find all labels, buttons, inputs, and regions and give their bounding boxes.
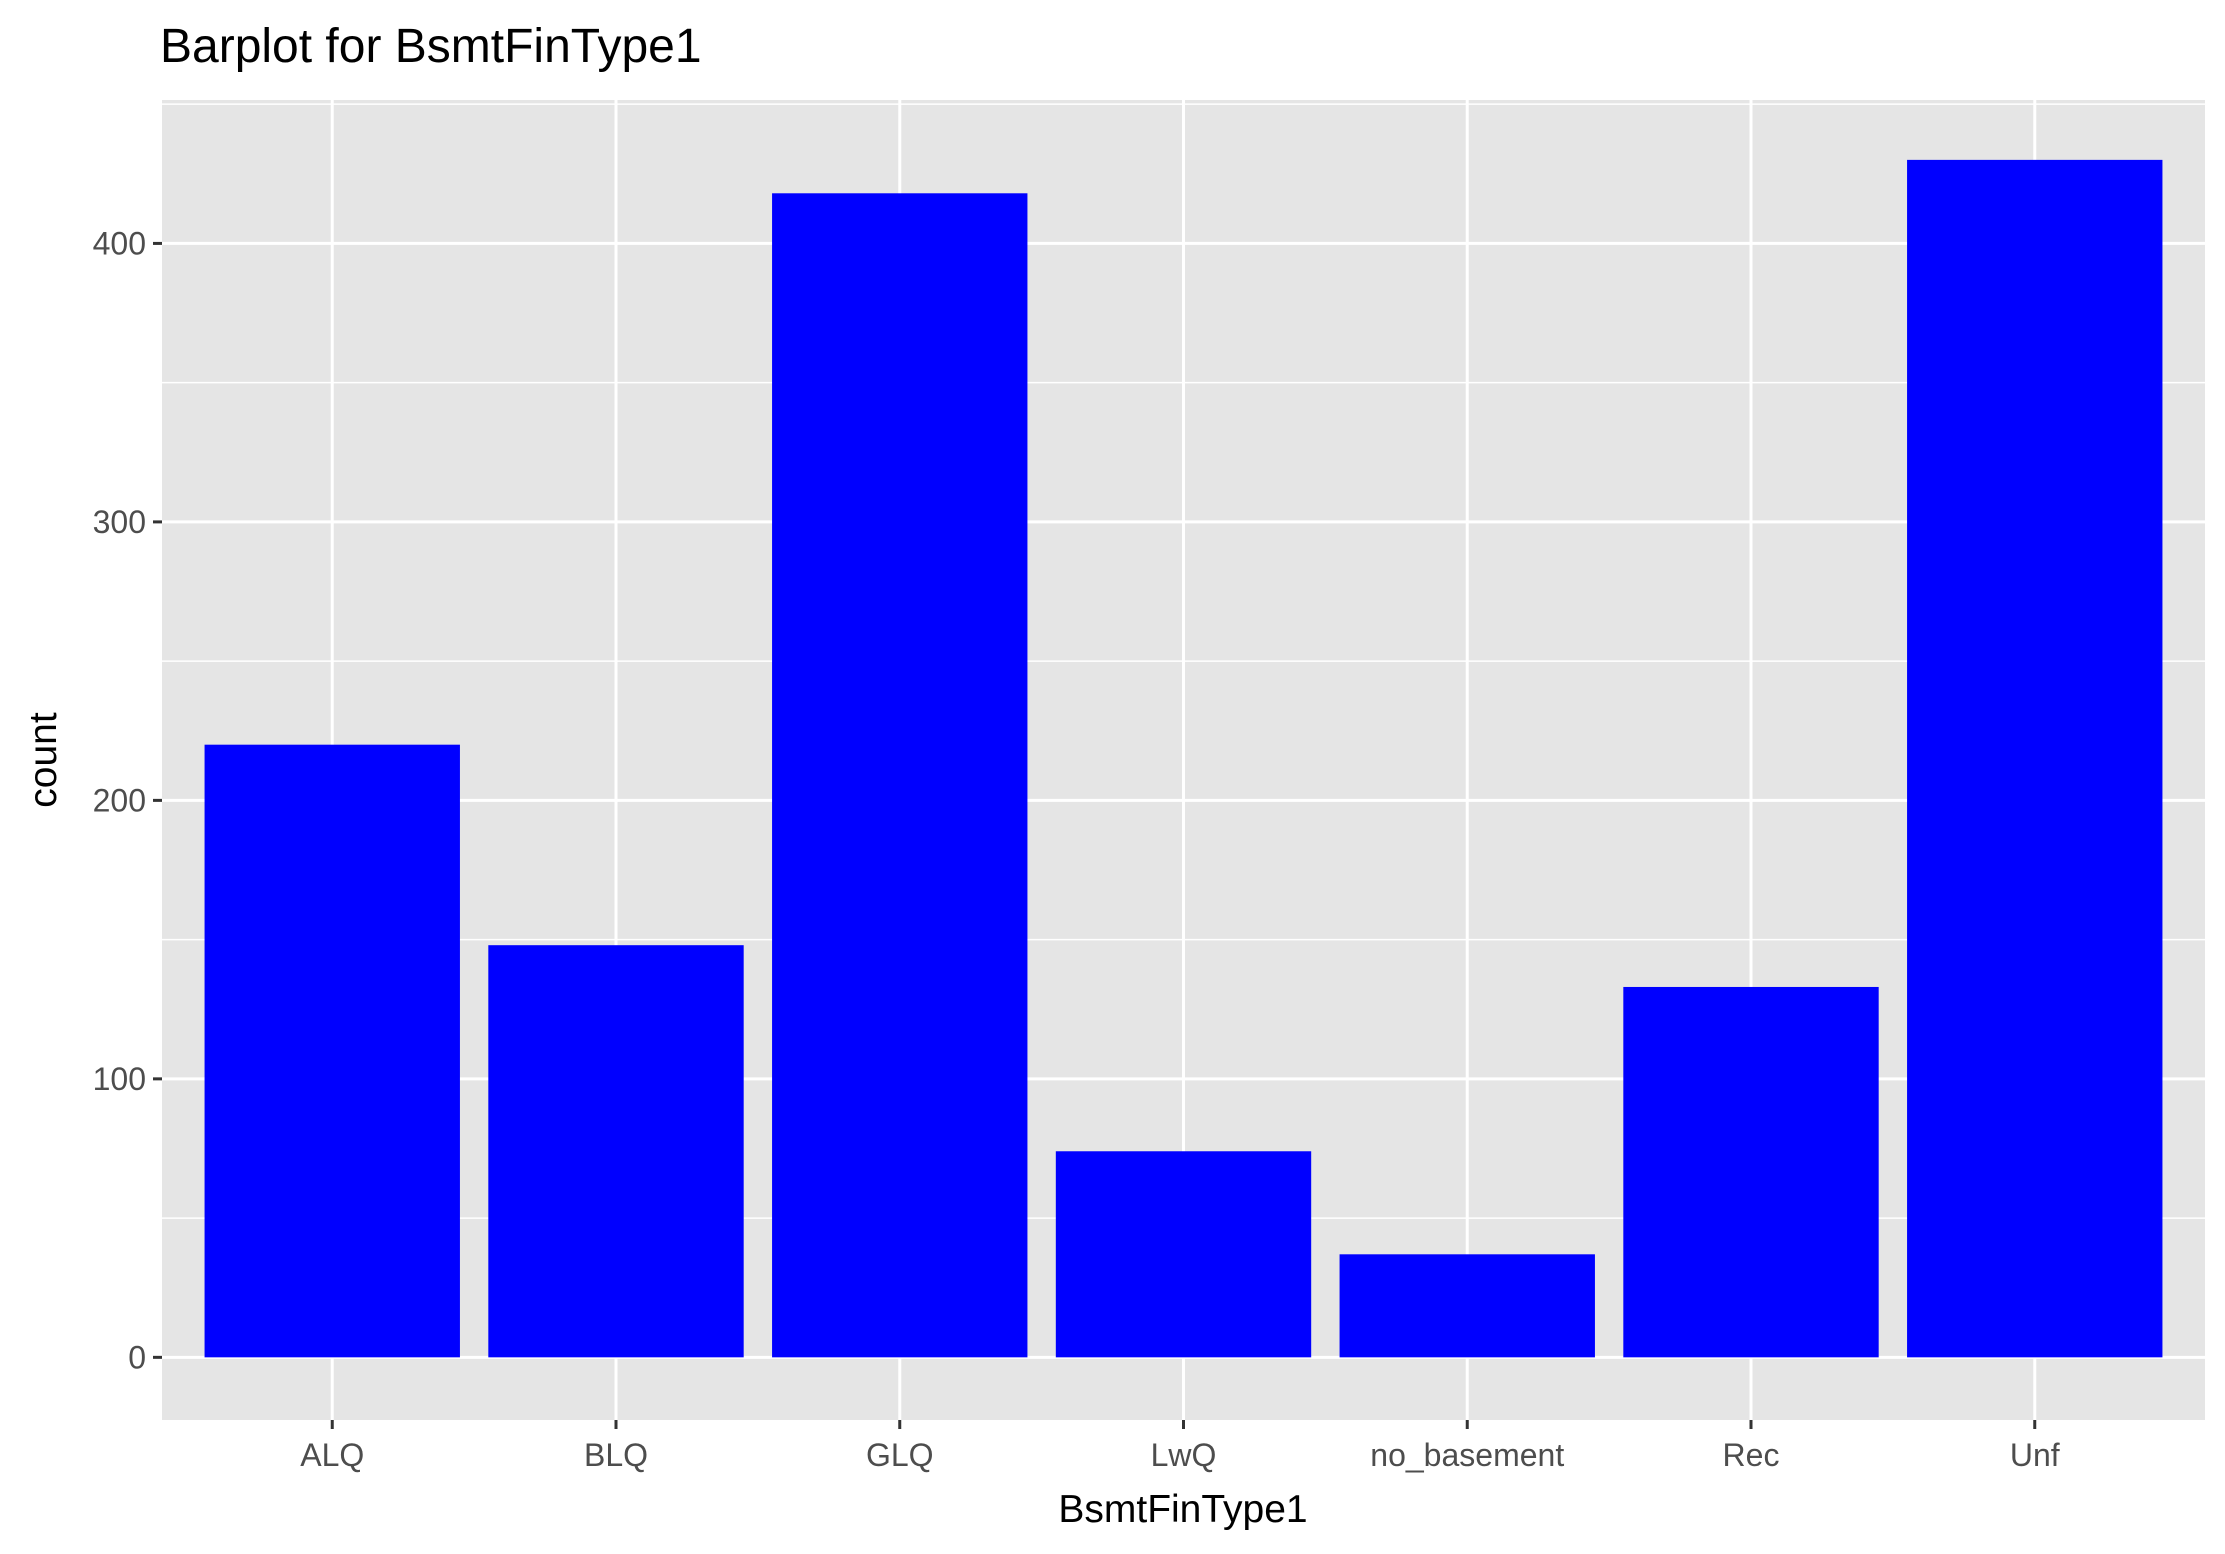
- x-tick-label: BLQ: [584, 1437, 648, 1473]
- y-tick-label: 100: [93, 1061, 146, 1097]
- bar-Unf: [1907, 159, 2163, 1358]
- y-axis: 0 100 200 300 400: [93, 225, 162, 1375]
- x-tick-label: no_basement: [1370, 1437, 1564, 1473]
- bar-no_basement: [1339, 1254, 1595, 1358]
- chart-title: Barplot for BsmtFinType1: [160, 20, 702, 73]
- x-axis-title: BsmtFinType1: [1058, 1488, 1307, 1531]
- y-axis-title: count: [22, 712, 65, 808]
- bar-ALQ: [204, 744, 460, 1358]
- bar-BLQ: [488, 945, 744, 1358]
- bar-Rec: [1623, 986, 1879, 1358]
- x-tick-label: Unf: [2010, 1437, 2060, 1473]
- x-axis: ALQ BLQ GLQ LwQ no_basement Rec Unf: [300, 1420, 2060, 1473]
- bar-GLQ: [772, 193, 1028, 1358]
- y-tick-label: 300: [93, 504, 146, 540]
- y-tick-label: 200: [93, 782, 146, 818]
- y-tick-label: 400: [93, 225, 146, 261]
- bar-LwQ: [1055, 1151, 1312, 1358]
- x-tick-label: GLQ: [866, 1437, 934, 1473]
- bars: [204, 159, 2163, 1358]
- x-tick-label: LwQ: [1151, 1437, 1217, 1473]
- x-tick-label: Rec: [1723, 1437, 1780, 1473]
- x-tick-label: ALQ: [300, 1437, 364, 1473]
- y-tick-label: 0: [128, 1339, 146, 1375]
